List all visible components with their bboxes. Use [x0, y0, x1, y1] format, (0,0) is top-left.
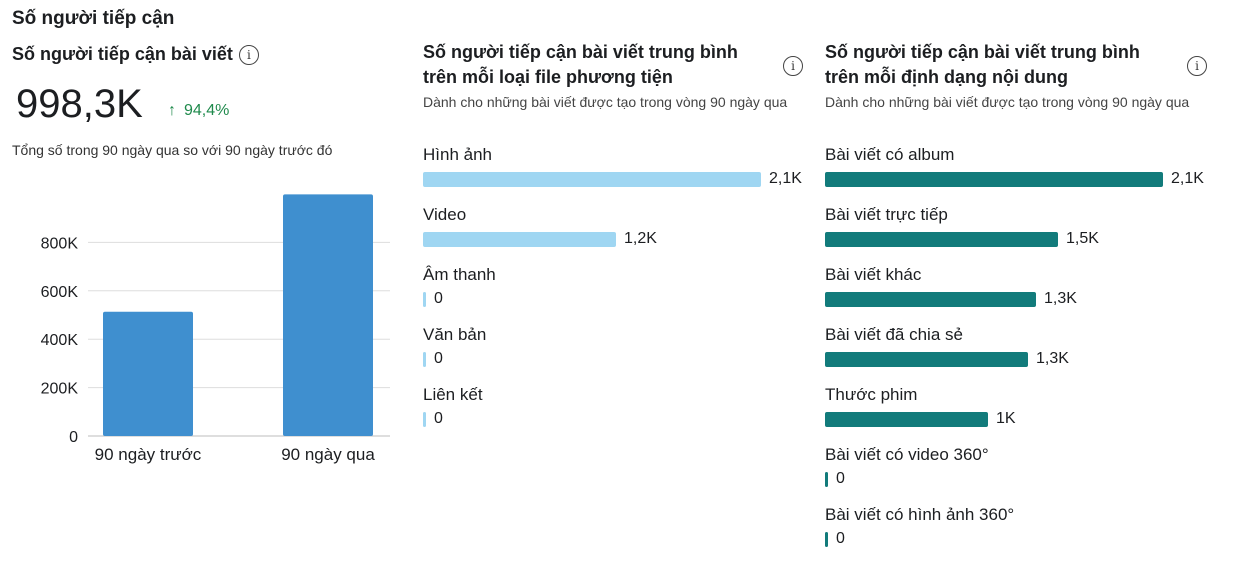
bar-line: 1,3K [825, 286, 1220, 312]
bar-category-label: Bài viết có album [825, 145, 955, 164]
bar[interactable] [825, 531, 828, 547]
bar-line: 1,2K [423, 226, 813, 252]
bar-category-label: Hình ảnh [423, 145, 492, 164]
reach-delta-value: 94,4% [184, 102, 230, 119]
bar-value-label: 1,2K [624, 230, 657, 247]
reach-subtitle: Tổng số trong 90 ngày qua so với 90 ngày… [12, 142, 333, 158]
bar-line: 0 [825, 466, 1220, 492]
bar-value-label: 2,1K [769, 170, 802, 187]
bar-line: 0 [825, 526, 1220, 552]
info-icon[interactable]: i [783, 56, 803, 76]
bar[interactable] [825, 231, 1058, 247]
bar-line: 2,1K [423, 166, 813, 192]
media-type-subtitle: Dành cho những bài viết được tạo trong v… [423, 94, 788, 110]
media-type-panel: Số người tiếp cận bài viết trung bình tr… [423, 40, 813, 444]
bar-value-label: 1K [996, 410, 1016, 427]
bar[interactable] [825, 411, 988, 427]
panel-reach-title-row: Số người tiếp cận bài viết i [12, 44, 259, 65]
bar-category-label: Văn bản [423, 325, 487, 344]
reach-delta: ↑ 94,4% [168, 102, 229, 120]
bar-category-label: Bài viết đã chia sẻ [825, 325, 963, 344]
bar-category-label: Bài viết khác [825, 265, 922, 284]
bar-value-label: 0 [434, 410, 443, 427]
reach-bar-chart: 0 200K 400K 600K 800K 90 ngày trước 90 ngày qu… [41, 194, 390, 464]
bar-line: 1K [825, 406, 1220, 432]
bar[interactable] [283, 194, 373, 436]
bar-row: Bài viết khác 1,3K [825, 264, 1220, 324]
bar-category-label: Thước phim [825, 385, 918, 404]
bar-row: Bài viết có album 2,1K [825, 144, 1220, 204]
bar-line: 0 [423, 406, 813, 432]
bar-category-label: Video [423, 205, 467, 224]
bar-row: Video 1,2K [423, 204, 813, 264]
info-icon[interactable]: i [238, 44, 259, 65]
y-tick-label: 400K [41, 332, 79, 349]
bar-value-label: 1,5K [1066, 230, 1099, 247]
bar-value-label: 1,3K [1044, 290, 1077, 307]
y-tick-label: 800K [41, 235, 79, 252]
bar-line: 1,5K [825, 226, 1220, 252]
bar-row: Âm thanh 0 [423, 264, 813, 324]
x-tick-label: 90 ngày qua [281, 445, 375, 464]
bar-row: Bài viết có hình ảnh 360° 0 [825, 504, 1220, 564]
media-type-title: Số người tiếp cận bài viết trung bình tr… [423, 42, 738, 87]
bar-category-label: Bài viết có video 360° [825, 445, 989, 464]
bar-category-label: Liên kết [423, 385, 483, 404]
bar[interactable] [825, 171, 1163, 187]
bar[interactable] [103, 311, 193, 436]
y-tick-label: 200K [41, 381, 79, 398]
bar-value-label: 0 [434, 290, 443, 307]
bar-value-label: 0 [836, 530, 845, 547]
bar[interactable] [825, 471, 828, 487]
bar[interactable] [423, 411, 426, 427]
bar[interactable] [423, 231, 616, 247]
bar-row: Liên kết 0 [423, 384, 813, 444]
bar-row: Hình ảnh 2,1K [423, 144, 813, 204]
content-format-subtitle: Dành cho những bài viết được tạo trong v… [825, 94, 1190, 110]
y-tick-label: 0 [69, 429, 78, 446]
bar-category-label: Âm thanh [423, 265, 496, 284]
bar-row: Văn bản 0 [423, 324, 813, 384]
y-tick-label: 600K [41, 284, 79, 301]
bar-value-label: 1,3K [1036, 350, 1069, 367]
bar-row: Bài viết trực tiếp 1,5K [825, 204, 1220, 264]
bar-line: 2,1K [825, 166, 1220, 192]
bar-value-label: 0 [836, 470, 845, 487]
panel-reach-title: Số người tiếp cận bài viết [12, 44, 233, 64]
bar-row: Bài viết có video 360° 0 [825, 444, 1220, 504]
reach-total-value: 998,3K [16, 82, 143, 126]
bar-value-label: 0 [434, 350, 443, 367]
x-tick-label: 90 ngày trước [95, 445, 202, 464]
info-icon[interactable]: i [1187, 56, 1207, 76]
bar-line: 0 [423, 346, 813, 372]
bar-row: Thước phim 1K [825, 384, 1220, 444]
media-type-bar-chart: Hình ảnh 2,1K Video 1,2K Âm thanh 0 Văn bản 0 Li… [423, 144, 813, 444]
bar-line: 0 [423, 286, 813, 312]
section-title: Số người tiếp cận [12, 8, 175, 29]
bar-line: 1,3K [825, 346, 1220, 372]
bar[interactable] [825, 291, 1036, 307]
bar[interactable] [423, 171, 761, 187]
content-format-bar-chart: Bài viết có album 2,1K Bài viết trực tiếp 1… [825, 144, 1220, 564]
arrow-up-icon: ↑ [168, 102, 176, 119]
bar-value-label: 2,1K [1171, 170, 1204, 187]
bar[interactable] [423, 351, 426, 367]
content-format-title: Số người tiếp cận bài viết trung bình tr… [825, 42, 1140, 87]
bar-category-label: Bài viết có hình ảnh 360° [825, 505, 1015, 524]
bar[interactable] [423, 291, 426, 307]
bar-category-label: Bài viết trực tiếp [825, 205, 948, 224]
bar-row: Bài viết đã chia sẻ 1,3K [825, 324, 1220, 384]
bar[interactable] [825, 351, 1028, 367]
content-format-panel: Số người tiếp cận bài viết trung bình tr… [825, 40, 1220, 564]
